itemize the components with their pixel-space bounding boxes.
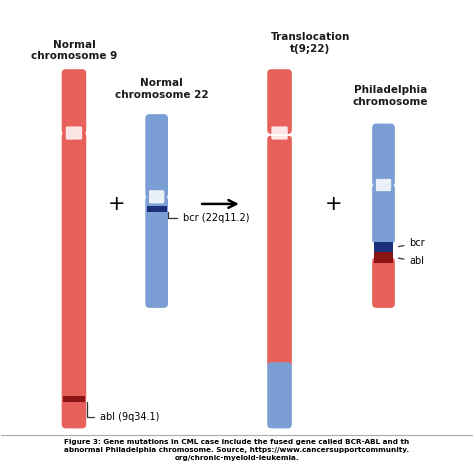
Text: Normal
chromosome 9: Normal chromosome 9 [31,40,117,61]
FancyBboxPatch shape [372,185,395,243]
FancyBboxPatch shape [376,179,391,191]
FancyBboxPatch shape [66,127,82,140]
FancyBboxPatch shape [62,69,86,134]
FancyBboxPatch shape [146,196,168,308]
FancyBboxPatch shape [149,190,164,203]
Bar [374,252,393,263]
FancyBboxPatch shape [372,124,395,186]
Text: Normal
chromosome 22: Normal chromosome 22 [115,78,208,100]
FancyBboxPatch shape [271,127,288,140]
Bar [63,396,85,402]
FancyBboxPatch shape [267,362,292,428]
Text: abl (9q34.1): abl (9q34.1) [87,402,159,422]
Text: +: + [108,194,125,214]
FancyBboxPatch shape [267,136,292,367]
Text: Figure 3: Gene mutations in CML case include the fused gene called BCR-ABL and t: Figure 3: Gene mutations in CML case inc… [64,439,410,461]
FancyBboxPatch shape [62,132,86,428]
FancyBboxPatch shape [146,114,168,198]
Text: +: + [325,194,343,214]
Text: bcr (22q11.2): bcr (22q11.2) [168,212,249,223]
FancyBboxPatch shape [267,69,292,134]
Bar [147,206,166,212]
Text: bcr: bcr [399,238,425,248]
Bar [374,242,393,252]
Text: Philadelphia
chromosome: Philadelphia chromosome [353,85,428,107]
Text: abl: abl [399,256,425,266]
Text: Translocation
t(9;22): Translocation t(9;22) [271,33,350,54]
FancyBboxPatch shape [372,257,395,308]
